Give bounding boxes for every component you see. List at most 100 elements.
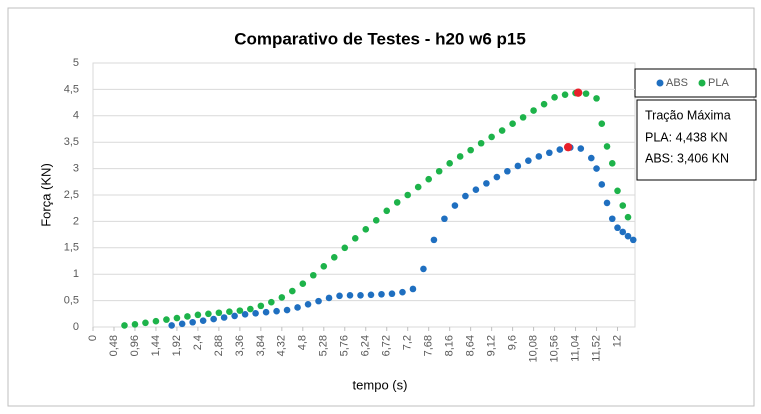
chart-border xyxy=(7,7,755,407)
point xyxy=(299,280,307,288)
point xyxy=(624,213,632,221)
annotation-line: PLA: 4,438 KN xyxy=(645,130,728,144)
x-tick-label: 10,56 xyxy=(548,335,560,363)
point xyxy=(341,244,349,252)
point xyxy=(178,320,186,328)
point xyxy=(336,292,343,300)
point xyxy=(493,173,501,181)
x-tick-label: 11,52 xyxy=(590,335,602,362)
point xyxy=(603,199,611,207)
chart-title: Comparativo de Testes - h20 w6 p15 xyxy=(234,29,526,48)
point xyxy=(262,308,270,316)
point xyxy=(210,315,217,323)
point xyxy=(441,215,448,223)
x-tick-label: 1,44 xyxy=(150,335,162,356)
legend-box xyxy=(634,68,757,98)
x-tick-label: 7,2 xyxy=(402,335,414,350)
point xyxy=(189,318,196,326)
y-tick-label: 4,5 xyxy=(64,83,79,95)
point xyxy=(351,234,359,242)
point xyxy=(420,265,427,273)
x-tick-label: 5,28 xyxy=(318,335,330,356)
point xyxy=(304,300,312,308)
point xyxy=(378,290,385,298)
point xyxy=(184,313,191,320)
point xyxy=(525,157,532,164)
point xyxy=(372,217,380,224)
point xyxy=(383,207,391,215)
point xyxy=(608,160,616,167)
point xyxy=(252,309,259,317)
point xyxy=(561,91,569,98)
x-tick-label: 9,12 xyxy=(486,335,498,356)
point xyxy=(283,306,291,314)
x-tick-label: 4,8 xyxy=(297,335,309,350)
point xyxy=(236,307,244,314)
x-axis-title: tempo (s) xyxy=(353,377,408,392)
y-tick-label: 3,5 xyxy=(64,136,79,148)
point xyxy=(546,149,553,157)
point xyxy=(315,297,322,305)
point xyxy=(168,322,175,329)
point xyxy=(614,187,621,195)
x-tick-label: 8,64 xyxy=(465,335,477,356)
point xyxy=(514,162,522,170)
point xyxy=(194,311,202,319)
point xyxy=(477,139,485,147)
point xyxy=(226,308,233,315)
point xyxy=(598,181,606,188)
point xyxy=(393,199,401,206)
point xyxy=(367,291,375,299)
point xyxy=(556,146,564,153)
x-tick-label: 0 xyxy=(87,335,99,341)
point xyxy=(294,304,301,311)
point xyxy=(325,294,333,302)
point xyxy=(199,317,207,324)
point xyxy=(593,95,600,102)
point xyxy=(593,165,600,172)
annotation-title: Tração Máxima xyxy=(645,108,731,122)
point xyxy=(357,292,364,299)
point xyxy=(498,127,506,134)
point xyxy=(425,175,432,183)
x-tick-label: 8,16 xyxy=(444,335,456,356)
legend-label: PLA xyxy=(708,77,729,89)
point xyxy=(488,133,495,141)
x-tick-label: 6,72 xyxy=(381,335,393,356)
point xyxy=(404,191,412,199)
legend-marker xyxy=(656,79,664,87)
point xyxy=(247,305,254,313)
point xyxy=(577,145,585,152)
x-tick-label: 10,08 xyxy=(527,335,539,363)
x-tick-label: 3,36 xyxy=(234,335,246,356)
point xyxy=(456,153,464,160)
x-tick-label: 5,76 xyxy=(339,335,351,356)
x-tick-label: 7,68 xyxy=(423,335,435,356)
y-tick-label: 1 xyxy=(73,268,79,280)
point xyxy=(121,322,128,329)
point xyxy=(598,120,606,128)
point xyxy=(320,262,328,270)
point xyxy=(268,298,275,306)
point xyxy=(530,107,537,114)
point xyxy=(608,215,616,223)
point xyxy=(399,288,406,296)
y-axis-title: Força (KN) xyxy=(38,163,53,227)
legend-marker xyxy=(698,79,706,87)
max-point xyxy=(563,142,573,152)
point xyxy=(619,202,627,209)
point xyxy=(582,90,590,97)
point xyxy=(241,311,249,318)
y-tick-label: 5 xyxy=(73,57,79,69)
point xyxy=(519,114,527,121)
point xyxy=(273,307,280,315)
point xyxy=(451,202,459,209)
point xyxy=(603,143,611,150)
x-tick-label: 2,88 xyxy=(213,335,225,356)
point xyxy=(430,236,438,244)
point xyxy=(619,228,627,236)
y-tick-label: 2,5 xyxy=(64,189,79,201)
point xyxy=(435,167,443,175)
point xyxy=(587,154,595,162)
